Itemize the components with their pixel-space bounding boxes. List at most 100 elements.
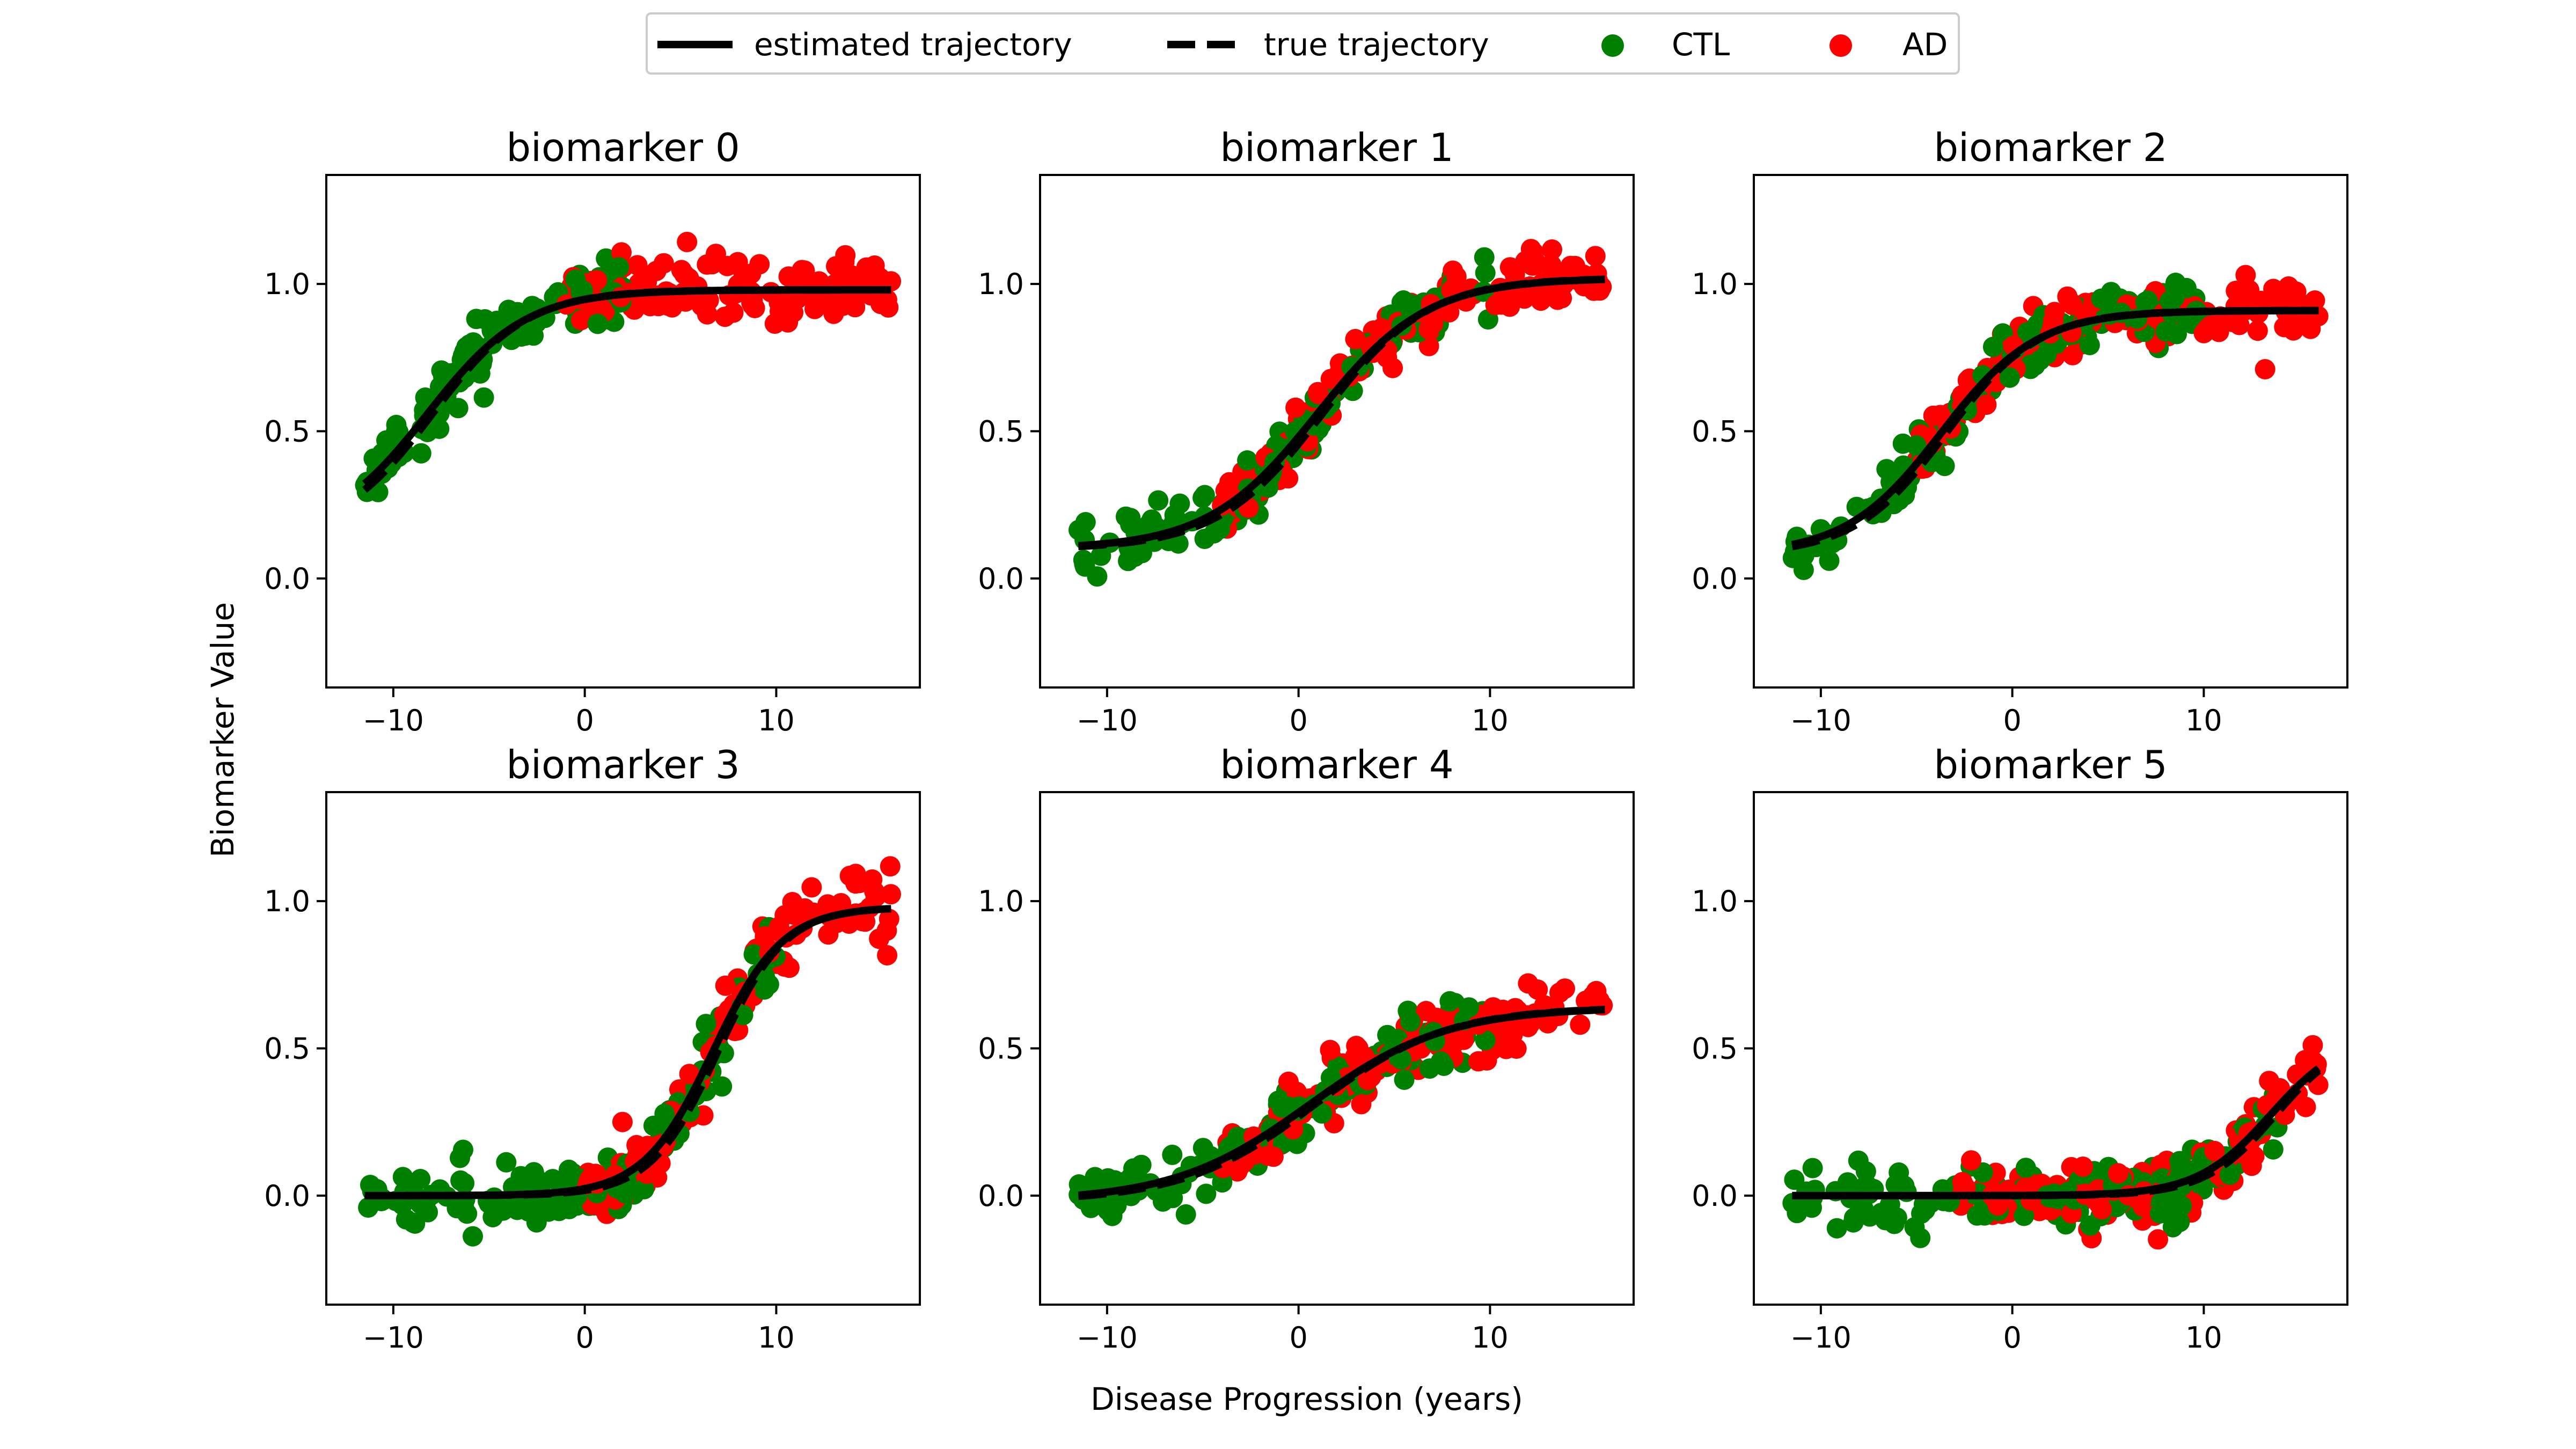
ctl-point (1459, 997, 1480, 1018)
ctl-point (2220, 1164, 2240, 1185)
ctl-point (1237, 450, 1258, 471)
ad-point (2235, 265, 2256, 286)
ad-point (1345, 1046, 1366, 1067)
ctl-point (2091, 288, 2112, 309)
ctl-point (448, 398, 469, 419)
ad-point (877, 945, 898, 965)
ad-point (880, 856, 901, 877)
ad-point (2259, 1071, 2280, 1092)
x-tick-label: −10 (1077, 704, 1138, 737)
ctl-point (1192, 1138, 1213, 1159)
y-tick-label: 1.0 (264, 267, 310, 301)
ad-point (1307, 382, 1328, 402)
ad-point (2108, 1163, 2128, 1184)
ctl-point (1123, 1158, 1144, 1179)
panel-title: biomarker 2 (1934, 125, 2167, 170)
ctl-point (454, 1173, 475, 1194)
y-tick-label: 0.5 (978, 1032, 1024, 1066)
ad-point (2204, 1140, 2225, 1161)
ad-point (1496, 1038, 1517, 1059)
panel-plot-area (355, 231, 902, 502)
ctl-point (1876, 459, 1897, 480)
ctl-point (418, 1202, 438, 1223)
ctl-point (2015, 1158, 2036, 1179)
legend-frame (646, 12, 1960, 75)
y-tick-label: 0.0 (978, 562, 1024, 596)
ctl-point (2160, 291, 2180, 311)
ad-point (1499, 257, 1520, 278)
ctl-point (376, 430, 397, 451)
ad-point (679, 1064, 700, 1085)
ad-point (808, 291, 829, 312)
ad-point (865, 887, 886, 908)
ctl-point (1148, 490, 1169, 511)
true-trajectory-line (362, 286, 891, 493)
legend-ad-marker (1829, 34, 1852, 57)
ad-point (2200, 316, 2221, 336)
panel-4: −10 0 10 0.0 0.5 1.0 biomarker 4 (978, 742, 1635, 1355)
ctl-point (2171, 1196, 2192, 1216)
x-tick-label: −10 (363, 1321, 424, 1355)
ctl-point (498, 299, 519, 320)
ctl-point (1160, 1186, 1181, 1207)
true-trajectory-line (364, 905, 891, 1199)
ad-point (1542, 239, 1562, 260)
ad-point (2255, 359, 2275, 379)
y-tick-label: 0.0 (1692, 1179, 1738, 1213)
ctl-point (1826, 1218, 1847, 1239)
ctl-point (453, 1139, 473, 1160)
ad-point (2247, 320, 2268, 341)
ad-point (1976, 394, 1997, 415)
y-tick-label: 0.0 (1692, 562, 1738, 596)
ctl-point (523, 1162, 544, 1183)
ctl-point (1271, 1097, 1292, 1118)
x-tick-label: 10 (758, 704, 795, 737)
ad-point (723, 302, 744, 323)
x-tick-label: 0 (575, 1321, 594, 1355)
ad-point (2302, 1035, 2323, 1056)
ctl-point (1982, 336, 2003, 357)
ctl-point (463, 1226, 483, 1247)
ad-point (1345, 328, 1366, 349)
ctl-point (1910, 1227, 1931, 1248)
x-tick-label: 0 (2003, 1321, 2021, 1355)
y-tick-label: 0.5 (264, 415, 310, 449)
ad-point (675, 291, 696, 312)
ctl-point (1430, 1051, 1451, 1072)
ad-point (1576, 990, 1597, 1011)
ad-point (1570, 1014, 1591, 1035)
ad-point (1527, 979, 1548, 1000)
y-tick-label: 1.0 (1692, 884, 1738, 918)
x-tick-label: 10 (2185, 704, 2222, 737)
x-tick-label: 0 (2003, 704, 2021, 737)
ad-point (627, 255, 648, 276)
ctl-point (634, 1179, 654, 1199)
ad-point (1987, 1195, 2008, 1216)
ctl-point (411, 443, 431, 464)
ctl-point (2177, 311, 2198, 332)
ctl-point (496, 1152, 517, 1173)
ctl-point (2017, 322, 2038, 343)
x-tick-label: 10 (2185, 1321, 2222, 1355)
x-tick-label: −10 (1077, 1321, 1138, 1355)
ctl-point (1204, 523, 1225, 544)
legend-ctl-marker (1601, 34, 1624, 57)
panel-title: biomarker 3 (506, 742, 740, 787)
y-tick-label: 0.5 (978, 415, 1024, 449)
panels: −10 0 10 0.0 0.5 1.0 biomarker 0 −10 0 10 0.0 0.5 1.… (264, 125, 2348, 1355)
legend: estimated trajectory true trajectory CTL… (646, 12, 1960, 75)
ad-point (677, 231, 698, 252)
ctl-point (453, 1196, 474, 1217)
ctl-point (1819, 550, 1840, 571)
ad-point (2073, 1157, 2094, 1177)
ad-point (1416, 1001, 1437, 1021)
y-tick-label: 1.0 (978, 267, 1024, 301)
ad-point (1565, 255, 1585, 276)
x-tick-label: 0 (575, 704, 594, 737)
ctl-point (396, 1209, 416, 1230)
ad-point (749, 254, 770, 275)
ad-point (1486, 294, 1507, 315)
ad-point (1961, 1150, 1981, 1171)
ctl-point (1475, 262, 1496, 283)
ctl-point (2162, 1217, 2183, 1238)
